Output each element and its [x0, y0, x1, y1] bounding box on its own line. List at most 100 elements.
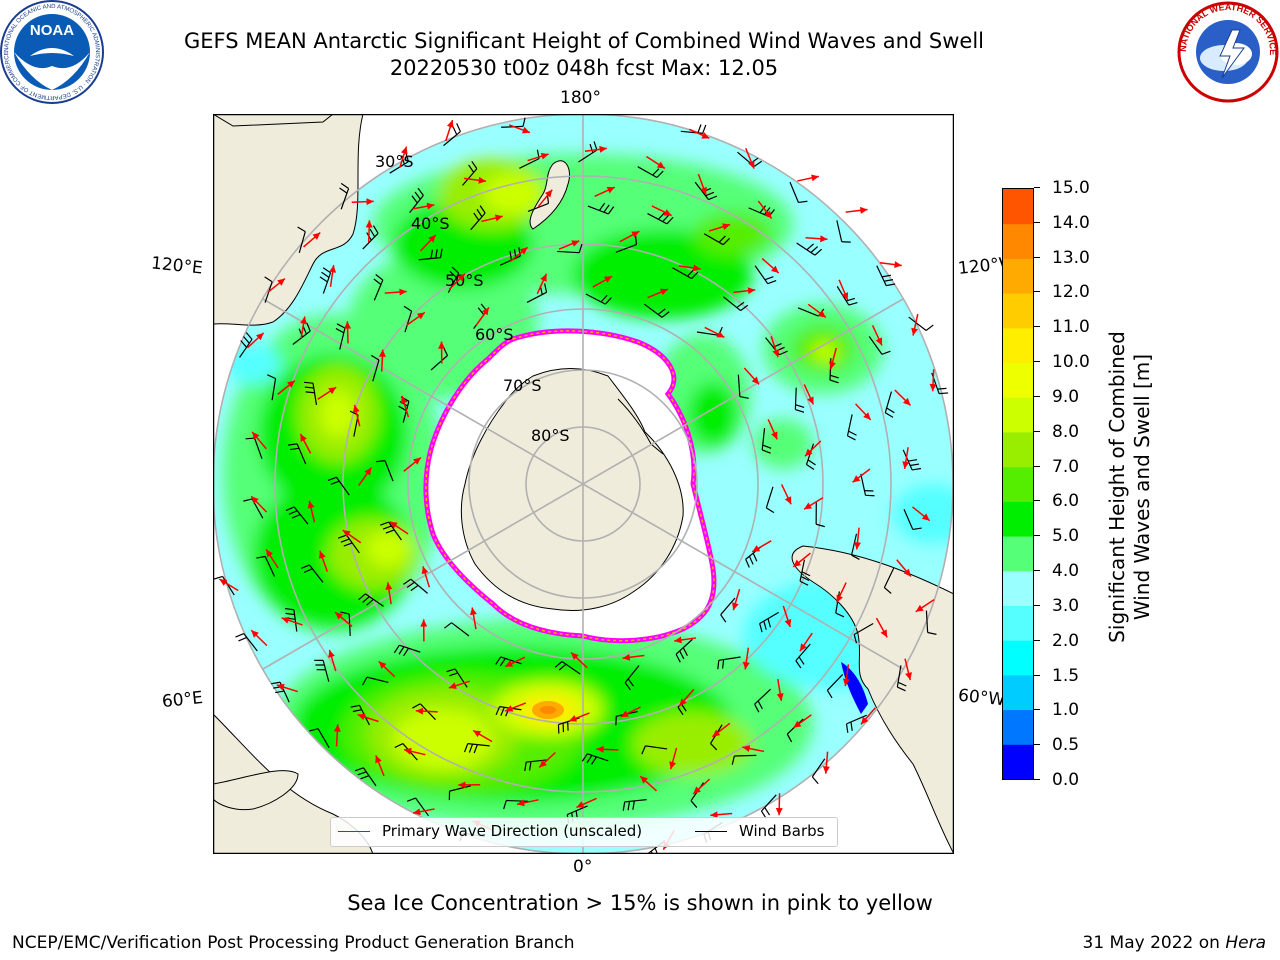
colorbar-tick-label: 10.0 [1052, 352, 1090, 373]
wave-direction-arrow [896, 559, 912, 578]
wind-barb [754, 688, 772, 713]
wind-barb [578, 141, 598, 163]
lon-label-0: 0° [573, 857, 593, 877]
wind-barb [585, 293, 612, 305]
colorbar-tick: 12.0 [1034, 282, 1094, 302]
wind-barb [622, 799, 647, 811]
footer-machine: Hera [1225, 933, 1266, 953]
colorbar-tick: 5.0 [1034, 526, 1094, 546]
wind-barb [789, 181, 808, 204]
wind-barb [765, 486, 775, 514]
wave-direction-arrow [438, 341, 446, 364]
wind-barb [448, 785, 472, 801]
colorbar-tick-label: 0.5 [1052, 735, 1080, 756]
wave-direction-arrow [799, 632, 813, 652]
wind-barb [587, 202, 615, 215]
colorbar-tick: 15.0 [1034, 178, 1094, 198]
wind-barb-legend-line [695, 831, 727, 832]
wave-direction-arrow [854, 527, 861, 550]
wave-direction-arrow [860, 707, 876, 725]
wave-direction-arrow [871, 325, 883, 346]
colorbar-tick: 13.0 [1034, 248, 1094, 268]
wave-direction-arrow [357, 713, 379, 723]
wave-direction-arrow [378, 660, 396, 678]
wind-barb [796, 242, 823, 256]
wind-barb [380, 521, 402, 541]
wind-barb [624, 665, 640, 691]
lon-label-60e: 60°E [161, 687, 204, 713]
wave-direction-arrow [516, 799, 539, 807]
wind-barb [235, 633, 258, 652]
footer-date-text: 31 May 2022 on [1082, 933, 1220, 953]
madagascar-landmass [213, 770, 299, 811]
wind-barb [853, 622, 874, 644]
wind-barb [327, 476, 350, 496]
wave-direction-arrow [678, 688, 695, 707]
wind-barb [908, 316, 934, 331]
wave-direction-arrow [421, 566, 431, 588]
colorbar-segment [1003, 327, 1033, 364]
wind-barb [903, 508, 922, 531]
colorbar-tick-label: 6.0 [1052, 491, 1080, 512]
wave-direction-arrow [300, 316, 308, 339]
wind-barb [795, 643, 811, 669]
wind-barb [406, 797, 430, 817]
wave-direction-arrow [782, 605, 792, 628]
wave-direction-arrow [342, 529, 362, 544]
colorbar-segment [1003, 709, 1033, 745]
colorbar-tick-label: 0.0 [1052, 770, 1080, 790]
wave-direction-arrow [732, 588, 741, 611]
map-legend: Primary Wave Direction (unscaled) Wind B… [330, 817, 838, 847]
colorbar-tick-label: 8.0 [1052, 421, 1080, 442]
wave-direction-arrow [250, 629, 268, 647]
colorbar-tick: 8.0 [1034, 422, 1094, 442]
colorbar-segment [1003, 397, 1033, 433]
wave-direction-arrow [733, 287, 756, 295]
colorbar-tick: 1.0 [1034, 700, 1094, 720]
wind-barb [239, 332, 253, 358]
wave-direction-arrow [710, 811, 733, 819]
wind-barb [362, 676, 389, 686]
sea-ice-note: Sea Ice Concentration > 15% is shown in … [347, 891, 933, 915]
wind-barb [615, 235, 638, 253]
wave-direction-arrow [645, 155, 666, 170]
wind-barb [444, 622, 470, 637]
colorbar-segment [1003, 189, 1033, 225]
wave-direction-arrow [508, 124, 531, 134]
wind-barb [815, 502, 825, 528]
wind-barb [370, 354, 380, 382]
colorbar-tick: 2.0 [1034, 631, 1094, 651]
wave-direction-arrow [807, 303, 827, 319]
wind-barb [362, 225, 379, 250]
colorbar-segment [1003, 258, 1033, 294]
wave-direction-arrow [757, 200, 773, 220]
wave-direction-arrow [406, 311, 426, 326]
wind-barb [309, 728, 330, 748]
wave-direction-arrow [742, 745, 765, 753]
wind-barb [470, 205, 486, 231]
colorbar-segment [1003, 570, 1033, 606]
wave-direction-arrow [596, 745, 619, 753]
wind-barb [759, 611, 779, 633]
wind-barb [723, 296, 749, 312]
wave-direction-arrow [333, 724, 341, 747]
lon-label-180: 180° [560, 88, 601, 108]
colorbar-segment [1003, 362, 1033, 398]
wave-direction-arrow [365, 220, 373, 243]
wave-direction-arrow [845, 206, 868, 214]
wave-direction-arrow [385, 582, 393, 605]
wave-direction-arrow [510, 246, 528, 262]
wind-barb [868, 336, 891, 355]
wave-direction-arrow [412, 202, 435, 210]
wave-direction-arrow [775, 793, 783, 816]
wave-direction-arrow [838, 279, 849, 301]
svg-text:60°S: 60°S [475, 325, 514, 344]
chart-title: GEFS MEAN Antarctic Significant Height o… [183, 29, 985, 53]
antarctic-wave-height-map: 30°S 40°S 50°S 60°S 70°S 80°S [213, 114, 954, 854]
wave-direction-arrow [647, 288, 669, 299]
wave-direction-arrow [793, 714, 812, 729]
wave-direction-arrow [911, 313, 919, 336]
wave-direction-arrow [803, 384, 815, 405]
wind-barb [860, 473, 875, 497]
wave-direction-arrow [875, 617, 888, 638]
